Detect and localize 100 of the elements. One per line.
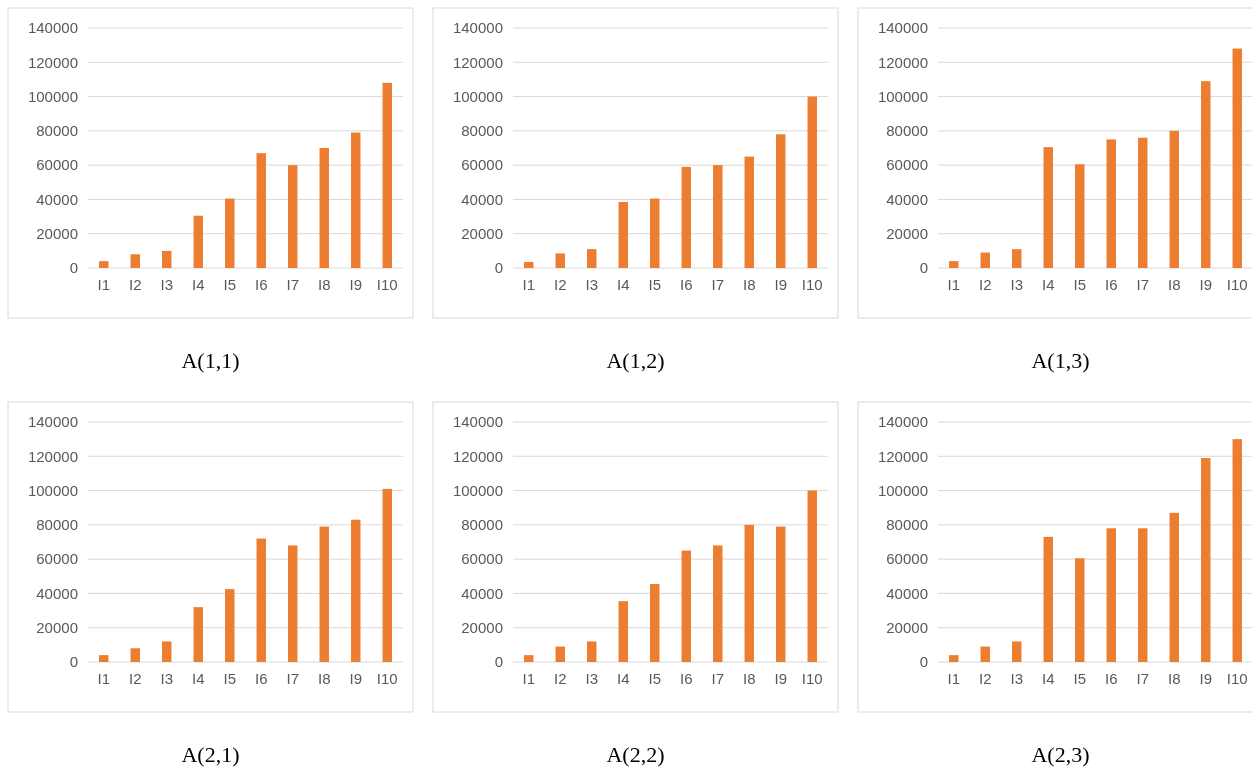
y-tick-label: 60000 xyxy=(886,550,928,568)
x-tick-label: I6 xyxy=(1104,276,1118,293)
x-tick-label: I5 xyxy=(223,670,237,687)
bar xyxy=(225,198,235,268)
x-tick-label: I9 xyxy=(349,276,363,293)
text: A(2,3) xyxy=(1031,742,1090,767)
y-tick-label: 60000 xyxy=(36,550,78,568)
y-tick-label: 20000 xyxy=(886,618,928,636)
y-tick-label: 0 xyxy=(919,259,928,277)
x-tick-label: I1 xyxy=(947,670,961,687)
bar xyxy=(713,165,723,268)
x-tick-label: I1 xyxy=(97,276,111,293)
x-tick-label: I10 xyxy=(1226,670,1248,687)
x-tick-label: I4 xyxy=(191,276,205,293)
bar xyxy=(319,148,329,268)
bar xyxy=(130,648,140,662)
x-tick-label: I2 xyxy=(553,276,567,293)
y-tick-label: 80000 xyxy=(36,516,78,534)
y-tick-label: 0 xyxy=(69,653,78,671)
x-tick-label: I1 xyxy=(522,276,536,293)
y-tick-label: 140000 xyxy=(452,413,503,431)
y-tick-label: 20000 xyxy=(886,224,928,242)
x-tick-label: I2 xyxy=(553,670,567,687)
bar xyxy=(319,526,329,662)
bar xyxy=(256,153,266,268)
bar xyxy=(1169,512,1179,662)
x-tick-label: I3 xyxy=(160,276,174,293)
bar xyxy=(1232,439,1242,662)
x-tick-label: I7 xyxy=(286,670,300,687)
y-tick-label: 40000 xyxy=(36,190,78,208)
x-tick-label: I10 xyxy=(801,670,823,687)
x-tick-label: I6 xyxy=(254,276,268,293)
bar xyxy=(681,550,691,662)
x-tick-label: I5 xyxy=(223,276,237,293)
bar xyxy=(130,254,140,268)
bar xyxy=(618,601,628,662)
bar xyxy=(1138,137,1148,268)
x-tick-label: I4 xyxy=(191,670,205,687)
bar xyxy=(1106,139,1116,268)
x-tick-label: I2 xyxy=(128,670,142,687)
y-tick-label: 120000 xyxy=(452,53,503,71)
y-tick-label: 120000 xyxy=(27,53,78,71)
x-tick-label: I6 xyxy=(254,670,268,687)
x-tick-label: I3 xyxy=(585,670,599,687)
bar xyxy=(1043,147,1053,268)
x-tick-label: I2 xyxy=(978,670,992,687)
x-tick-label: I2 xyxy=(128,276,142,293)
bar xyxy=(256,538,266,662)
y-tick-label: 60000 xyxy=(461,550,503,568)
y-tick-label: 100000 xyxy=(27,87,78,105)
bar xyxy=(1043,536,1053,662)
bar xyxy=(1232,48,1242,268)
bar xyxy=(555,646,565,662)
x-tick-label: I4 xyxy=(616,670,630,687)
bar xyxy=(193,607,203,662)
x-tick-label: I4 xyxy=(1041,670,1055,687)
bar xyxy=(980,252,990,268)
y-tick-label: 140000 xyxy=(27,19,78,37)
x-tick-label: I9 xyxy=(1199,670,1213,687)
bar xyxy=(1075,164,1085,268)
bar xyxy=(382,488,392,662)
y-tick-label: 140000 xyxy=(877,413,928,431)
x-tick-label: I7 xyxy=(1136,670,1150,687)
bar xyxy=(1138,528,1148,662)
y-tick-label: 140000 xyxy=(27,413,78,431)
bar xyxy=(618,202,628,268)
x-tick-label: I6 xyxy=(679,276,693,293)
y-tick-label: 80000 xyxy=(886,122,928,140)
x-tick-label: I7 xyxy=(711,670,725,687)
bar xyxy=(1201,458,1211,662)
x-tick-label: I9 xyxy=(349,670,363,687)
bar xyxy=(99,655,109,662)
bar xyxy=(288,545,298,662)
bar xyxy=(1169,130,1179,268)
y-tick-label: 40000 xyxy=(461,584,503,602)
x-tick-label: I4 xyxy=(1041,276,1055,293)
bar xyxy=(1012,641,1022,662)
bar xyxy=(351,132,361,268)
x-tick-label: I6 xyxy=(679,670,693,687)
bar xyxy=(225,589,235,662)
y-tick-label: 20000 xyxy=(461,224,503,242)
y-tick-label: 100000 xyxy=(27,481,78,499)
bar xyxy=(555,253,565,268)
bar xyxy=(162,250,172,268)
x-tick-label: I10 xyxy=(1226,276,1248,293)
x-tick-label: I10 xyxy=(376,670,398,687)
x-tick-label: I10 xyxy=(801,276,823,293)
x-tick-label: I8 xyxy=(317,276,331,293)
y-tick-label: 140000 xyxy=(877,19,928,37)
x-tick-label: I3 xyxy=(160,670,174,687)
x-tick-label: I8 xyxy=(1167,670,1181,687)
bar xyxy=(744,156,754,268)
x-tick-label: I1 xyxy=(97,670,111,687)
x-tick-label: I1 xyxy=(947,276,961,293)
x-tick-label: I10 xyxy=(376,276,398,293)
bar xyxy=(681,166,691,268)
bar xyxy=(587,249,597,268)
y-tick-label: 40000 xyxy=(886,584,928,602)
x-tick-label: I9 xyxy=(774,276,788,293)
y-tick-label: 100000 xyxy=(877,87,928,105)
